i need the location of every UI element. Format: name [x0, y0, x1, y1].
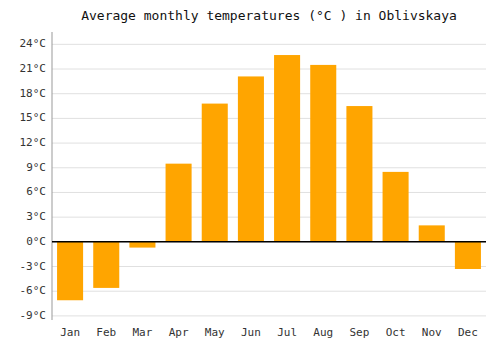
bar — [57, 242, 83, 300]
grid-line — [52, 143, 486, 144]
grid-line — [52, 315, 486, 316]
grid-line — [52, 167, 486, 168]
y-tick-label: 21°C — [20, 62, 47, 75]
x-tick-label: Sep — [349, 326, 369, 339]
y-tick-label: -9°C — [20, 309, 47, 322]
x-tick-label: Nov — [422, 326, 442, 339]
x-tick-label: Jun — [241, 326, 261, 339]
y-tick-label: 18°C — [20, 87, 47, 100]
grid-line — [52, 118, 486, 119]
y-tick-label: 3°C — [26, 210, 46, 223]
x-tick-label: Feb — [96, 326, 116, 339]
x-tick-label: Jan — [60, 326, 80, 339]
grid — [52, 44, 486, 316]
x-tick-label: Apr — [169, 326, 189, 339]
y-tick-label: -3°C — [20, 260, 47, 273]
grid-line — [52, 69, 486, 70]
bar — [202, 104, 228, 242]
bar — [419, 225, 445, 241]
bar — [166, 164, 192, 242]
y-axis: -9°C -6°C -3°C 0°C 3°C 6°C 9°C 12°C 15°C 18°C 21°C… — [20, 32, 53, 322]
y-tick-label: 12°C — [20, 136, 47, 149]
grid-line — [52, 44, 486, 45]
y-tick-label: 6°C — [26, 185, 46, 198]
chart: -9°C -6°C -3°C 0°C 3°C 6°C 9°C 12°C 15°C 18°C 21°C… — [0, 0, 500, 350]
bar — [274, 55, 300, 242]
bar — [93, 242, 119, 288]
grid-line — [52, 192, 486, 193]
bars — [57, 55, 481, 300]
grid-line — [52, 93, 486, 94]
y-tick-label: 24°C — [20, 37, 47, 50]
y-tick-label: 9°C — [26, 161, 46, 174]
x-tick-label: Aug — [313, 326, 333, 339]
bar — [238, 76, 264, 241]
grid-line — [52, 241, 486, 242]
x-tick-label: Jul — [277, 326, 297, 339]
bar — [310, 65, 336, 242]
grid-line — [52, 217, 486, 218]
x-tick-label: Mar — [132, 326, 152, 339]
bar — [346, 106, 372, 242]
bar — [455, 242, 481, 269]
y-tick-label: -6°C — [20, 284, 47, 297]
x-tick-label: May — [205, 326, 225, 339]
x-tick-label: Oct — [386, 326, 406, 339]
bar — [383, 172, 409, 242]
title: Average monthly temperatures (°C ) in Ob… — [81, 8, 457, 23]
x-axis: Jan Feb Mar Apr May Jun Jul Aug Sep Oct Nov Dec — [60, 326, 478, 339]
grid-line — [52, 291, 486, 292]
y-tick-label: 15°C — [20, 111, 47, 124]
x-tick-label: Dec — [458, 326, 478, 339]
y-axis-line — [52, 32, 53, 320]
bar — [129, 242, 155, 248]
y-tick-label: 0°C — [26, 235, 46, 248]
zero-line — [52, 241, 486, 243]
